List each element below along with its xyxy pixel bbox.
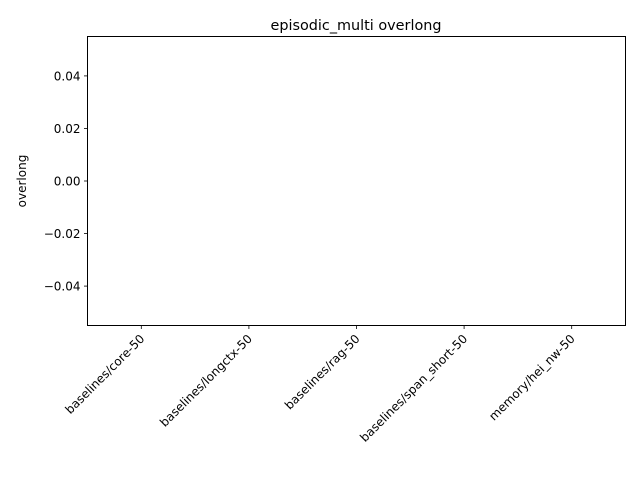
y-axis-label: overlong <box>15 155 29 208</box>
chart-title: episodic_multi overlong <box>270 18 441 34</box>
y-tick-label: 0.00 <box>54 175 81 189</box>
y-tick-label: 0.02 <box>54 122 81 136</box>
y-axis: −0.04 −0.02 0.00 0.02 0.04 <box>44 69 88 294</box>
y-tick-label: 0.04 <box>54 69 81 83</box>
y-tick-label: −0.02 <box>44 227 81 241</box>
y-tick-label: −0.04 <box>44 280 81 294</box>
